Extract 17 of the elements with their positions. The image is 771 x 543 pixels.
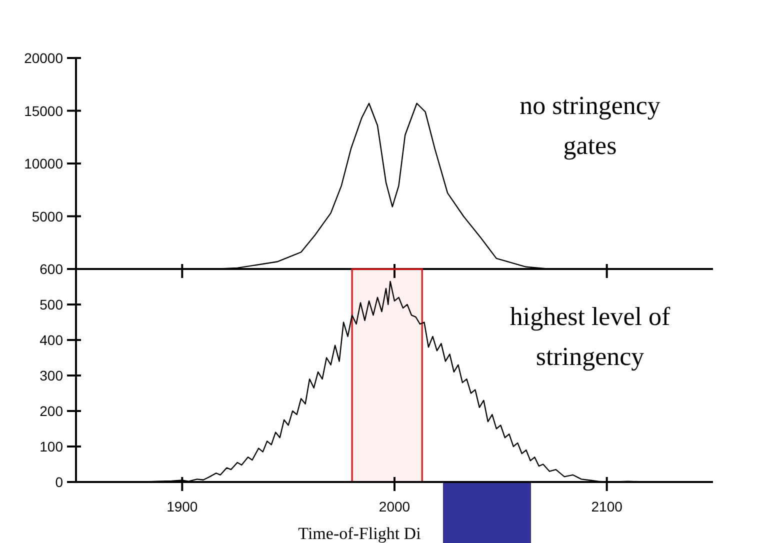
x-tick-label: 1900 [166, 498, 198, 514]
x-tick-label: 2000 [378, 498, 410, 514]
y-tick-label: 600 [40, 261, 64, 277]
x-axis-title: Time-of-Flight Di [298, 524, 422, 543]
annotation: no stringency gates [518, 90, 662, 162]
y-tick-label: 300 [40, 368, 64, 384]
y-tick-label: 0 [55, 474, 64, 490]
y-tick-label: 20000 [24, 50, 64, 66]
x-tick-label: 2100 [591, 498, 623, 514]
y-tick-label: 200 [40, 403, 64, 419]
y-tick-label: 100 [40, 438, 64, 454]
y-tick-label: 5000 [32, 208, 64, 224]
annotation: highest level of stringency [508, 301, 672, 373]
y-tick-label: 400 [40, 332, 64, 348]
y-tick-label: 500 [40, 296, 64, 312]
y-tick-label: 10000 [24, 156, 64, 172]
y-tick-label: 15000 [24, 102, 64, 119]
